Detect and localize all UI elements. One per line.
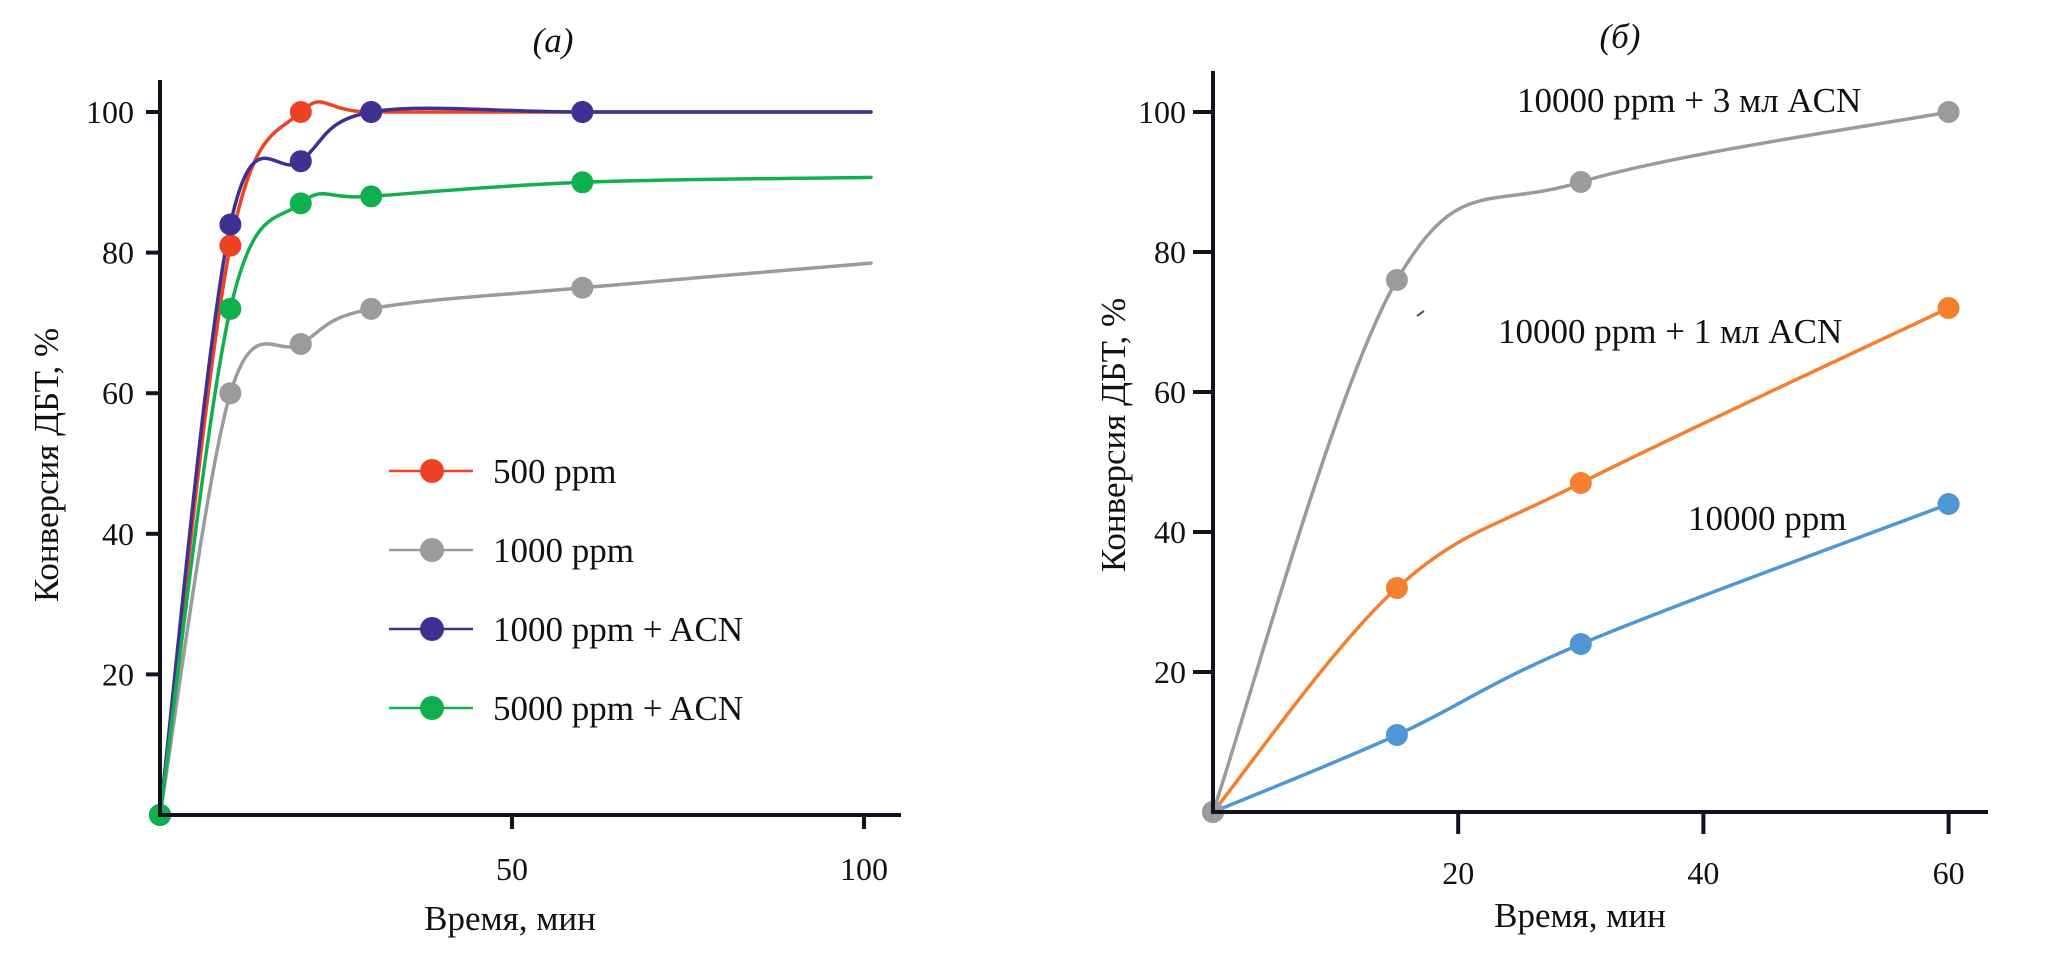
x-tick-label: 60 <box>1933 855 1965 891</box>
series-line-10000-ppm-1-мл-acn <box>1211 306 1951 814</box>
legend-label: 1000 ppm + ACN <box>493 610 743 649</box>
data-point-1000-ppm-acn <box>571 101 594 123</box>
panel-b-axes: 20 40 60 80 100 20 40 60 <box>1138 71 1988 891</box>
legend-marker <box>420 538 444 562</box>
legend-item-1000-ppm: 1000 ppm <box>389 531 634 570</box>
x-tick-label: 20 <box>1442 855 1474 891</box>
panel-a-title: (a) <box>533 21 574 60</box>
data-point-1000-ppm <box>571 276 594 299</box>
annotation-10000ppm-1ml-acn: 10000 ppm + 1 мл ACN <box>1498 312 1842 351</box>
panel-a-y-axis-title: Конверсия ДБТ, % <box>27 328 66 602</box>
data-point-10000-ppm <box>1569 633 1592 655</box>
annotation-10000ppm: 10000 ppm <box>1688 499 1846 538</box>
legend-item-500-ppm: 500 ppm <box>389 452 616 491</box>
x-tick-label: 100 <box>840 851 888 887</box>
data-point-10000-ppm <box>1937 493 1960 515</box>
legend-label: 5000 ppm + ACN <box>493 689 743 728</box>
data-point-10000-ppm-1-мл-acn <box>1937 297 1960 319</box>
data-point-5000-ppm-acn <box>289 192 312 215</box>
data-point-1000-ppm <box>289 332 312 355</box>
series-line-5000-ppm-acn <box>158 175 873 817</box>
x-tick-label: 50 <box>496 851 528 887</box>
y-tick-label: 80 <box>1154 234 1186 270</box>
data-point-5000-ppm-acn <box>571 171 594 194</box>
panel-b-series <box>1202 101 1960 823</box>
legend-item-1000-ppm-acn: 1000 ppm + ACN <box>389 610 743 649</box>
panel-a: (a) 20 40 60 80 100 50 100 Время, мин Конверси… <box>27 21 901 938</box>
data-point-10000-ppm-3-мл-acn <box>1385 269 1408 291</box>
panel-b-title: (б) <box>1600 17 1641 56</box>
y-tick-label: 20 <box>1154 654 1186 690</box>
y-tick-label: 60 <box>102 375 134 411</box>
legend-marker <box>420 696 444 720</box>
legend-marker <box>420 617 444 641</box>
y-tick-label: 80 <box>102 235 134 271</box>
data-point-5000-ppm-acn <box>219 297 242 320</box>
x-tick-label: 40 <box>1687 855 1719 891</box>
legend-label: 1000 ppm <box>493 531 634 570</box>
data-point-1000-ppm <box>360 297 383 320</box>
legend-label: 500 ppm <box>493 452 616 491</box>
series-line-10000-ppm <box>1211 502 1951 814</box>
y-tick-label: 60 <box>1154 374 1186 410</box>
y-tick-label: 40 <box>102 516 134 552</box>
series-line-10000-ppm-3-мл-acn <box>1211 110 1951 814</box>
panel-b-y-axis-title: Конверсия ДБТ, % <box>1094 298 1133 572</box>
annotation-10000ppm-3ml-acn: 10000 ppm + 3 мл ACN <box>1517 81 1861 120</box>
stray-mark <box>1416 310 1425 317</box>
data-point-5000-ppm-acn <box>360 185 383 208</box>
y-tick-label: 100 <box>86 94 134 130</box>
panel-b-x-axis-title: Время, мин <box>1494 896 1666 935</box>
data-point-10000-ppm-1-мл-acn <box>1385 577 1408 599</box>
data-point-1000-ppm-acn <box>289 150 312 173</box>
data-point-10000-ppm <box>1385 724 1408 746</box>
y-tick-label: 40 <box>1154 514 1186 550</box>
panel-a-axes: 20 40 60 80 100 50 100 <box>86 80 901 887</box>
data-point-10000-ppm-3-мл-acn <box>1569 171 1592 193</box>
data-point-1000-ppm <box>219 382 242 405</box>
legend-marker <box>420 459 444 483</box>
legend-item-5000-ppm-acn: 5000 ppm + ACN <box>389 689 743 728</box>
data-point-1000-ppm-acn <box>219 213 242 236</box>
panel-b: (б) 20 40 60 80 100 20 40 60 Время, мин Конверс… <box>1094 17 1988 935</box>
series-line-1000-ppm <box>158 261 873 817</box>
y-tick-label: 100 <box>1138 94 1186 130</box>
panel-a-x-axis-title: Время, мин <box>424 899 596 938</box>
panel-a-legend: 500 ppm 1000 ppm 1000 ppm + ACN 5000 ppm + … <box>389 452 743 728</box>
data-point-500-ppm <box>289 101 312 123</box>
data-point-10000-ppm-3-мл-acn <box>1937 101 1960 123</box>
series-line-1000-ppm-acn <box>158 106 873 817</box>
data-point-500-ppm <box>219 234 242 257</box>
data-point-10000-ppm-1-мл-acn <box>1569 472 1592 494</box>
y-tick-label: 20 <box>102 656 134 692</box>
data-point-1000-ppm-acn <box>360 101 383 123</box>
